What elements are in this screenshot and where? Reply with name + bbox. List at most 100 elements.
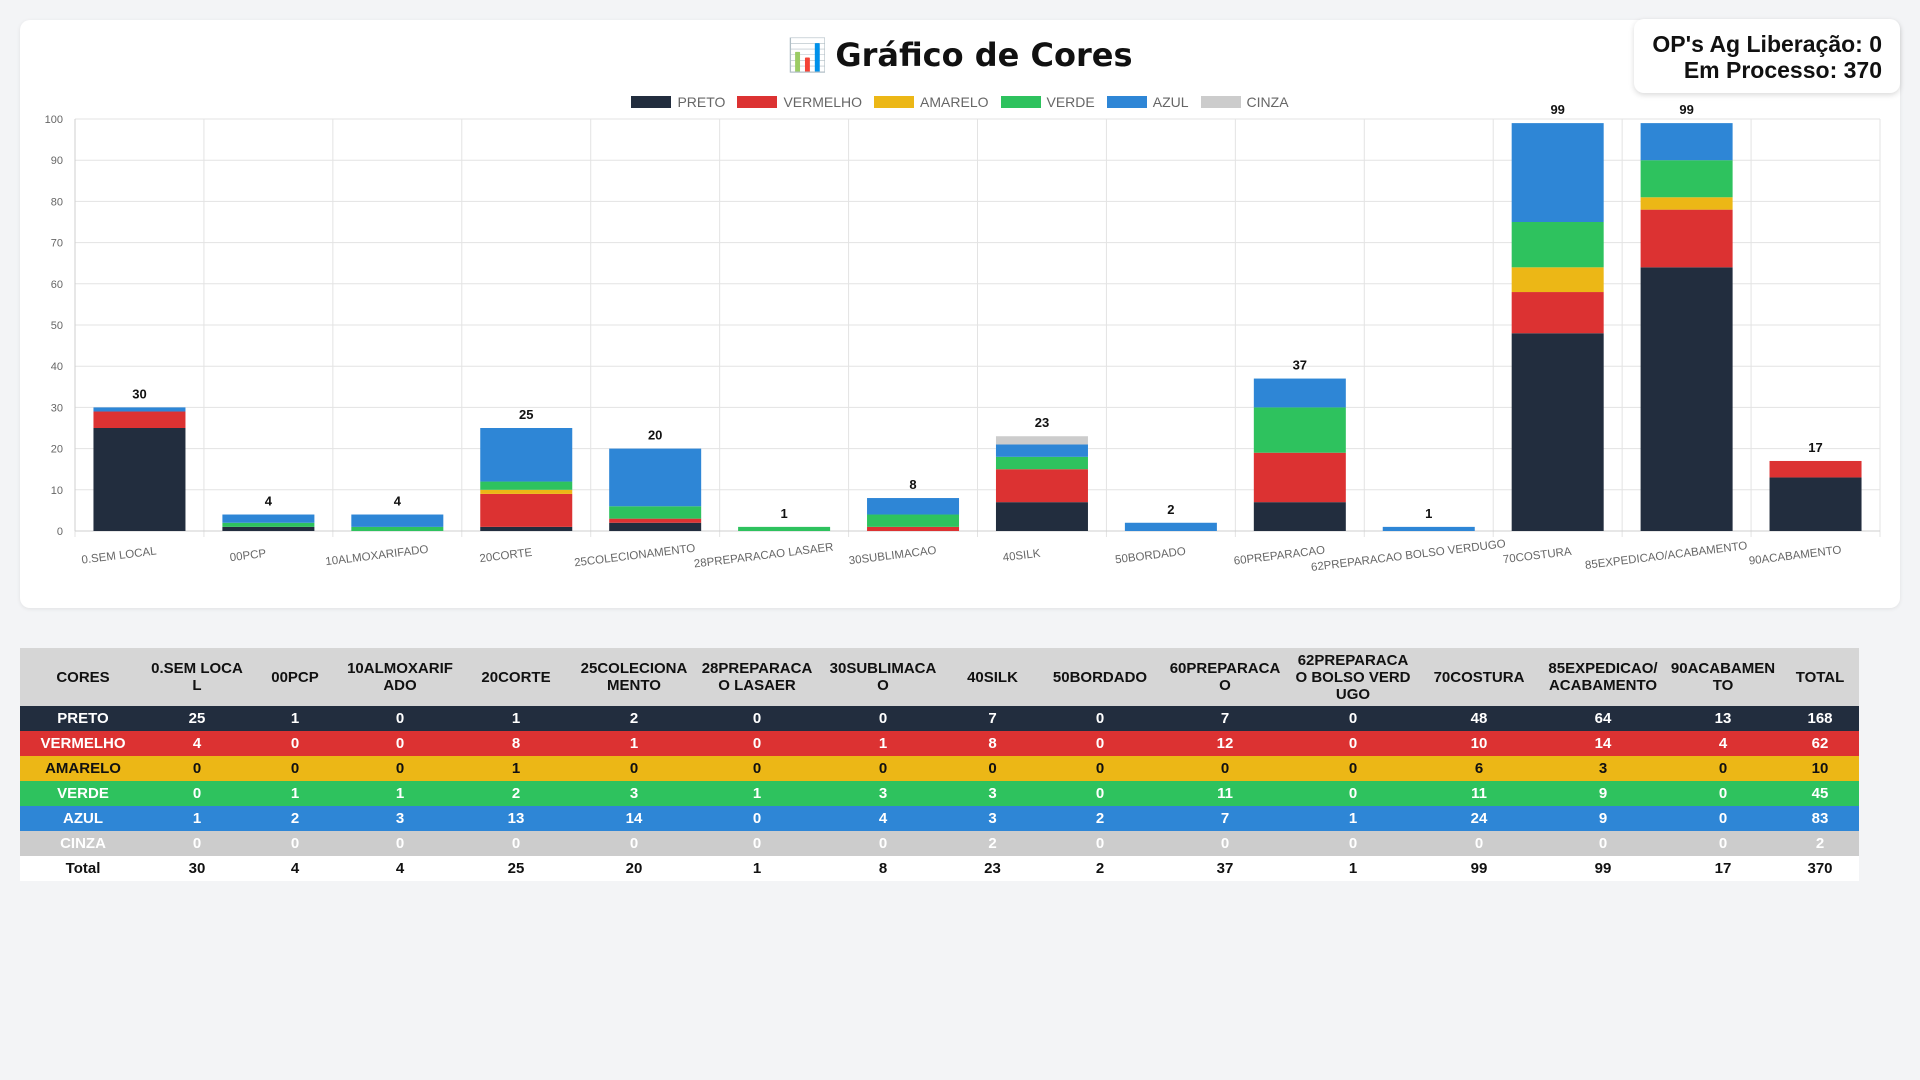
y-tick-label: 10 <box>51 485 63 497</box>
table-cell: Total <box>20 856 146 881</box>
table-cell: 10 <box>1470 735 1488 752</box>
legend-item-azul[interactable]: AZUL <box>1106 94 1189 110</box>
legend-item-preto[interactable]: PRETO <box>631 94 725 110</box>
legend-swatch <box>631 96 672 108</box>
table-cell: 0 <box>1718 760 1728 777</box>
table-cell: 9 <box>1598 785 1608 802</box>
bar-segment-vermelho <box>480 493 573 527</box>
table-header-cell: 40SILK <box>946 648 1039 706</box>
bar-segment-cinza <box>995 436 1088 445</box>
x-tick-label: 50BORDADO <box>1115 546 1187 567</box>
bar-segment-azul <box>867 498 960 515</box>
table-cell: 1 <box>290 785 300 802</box>
legend-swatch <box>1200 96 1241 108</box>
table-row-verde: VERDE 0 1 1 2 3 1 3 3 0 11 0 11 9 0 45 <box>20 781 1859 806</box>
bar-segment-vermelho <box>995 469 1088 503</box>
table-cell: 25 <box>188 710 206 727</box>
table-cell: 30 <box>146 856 248 881</box>
table-row-total: Total 30 4 4 25 20 1 8 23 2 37 1 99 99 17 370 <box>20 856 1859 881</box>
table-header-cell: 00PCP <box>248 648 342 706</box>
table-cell: 0 <box>1348 735 1358 752</box>
bar-segment-verde <box>1511 222 1604 268</box>
bar-segment-verde <box>609 506 702 519</box>
bar-segment-verde <box>867 514 960 527</box>
table-cell: 0 <box>1348 710 1358 727</box>
bar-segment-azul <box>93 407 186 412</box>
legend-label: CINZA <box>1246 94 1289 110</box>
y-tick-label: 90 <box>51 155 63 167</box>
x-tick-label: 85EXPEDICAO/ACABAMENTO <box>1584 540 1748 572</box>
table-cell: 8 <box>820 856 946 881</box>
bar-segment-vermelho <box>93 411 186 428</box>
bar-segment-verde <box>738 526 831 531</box>
legend-item-vermelho[interactable]: VERMELHO <box>737 94 862 110</box>
legend-label: PRETO <box>677 94 726 110</box>
table-cell: 48 <box>1470 710 1488 727</box>
table-cell: 0 <box>878 835 888 852</box>
table-cell: 0 <box>1095 710 1105 727</box>
table-cell: 0 <box>752 810 762 827</box>
table-cell: 10 <box>1811 760 1829 777</box>
chart-title-text: Gráfico de Cores <box>835 36 1133 74</box>
chart-legend: PRETO VERMELHO AMARELO VERDE AZUL CINZA <box>20 94 1900 110</box>
legend-swatch <box>737 96 778 108</box>
bar-segment-vermelho <box>1769 460 1862 478</box>
x-tick-label: 00PCP <box>229 548 267 564</box>
y-tick-label: 100 <box>45 114 63 126</box>
bar-total-label: 4 <box>265 494 273 509</box>
y-tick-label: 30 <box>51 402 63 414</box>
bar-segment-preto <box>1511 333 1604 531</box>
table-cell: 3 <box>1598 760 1608 777</box>
table-cell: 3 <box>395 810 405 827</box>
table-cell: 0 <box>1718 810 1728 827</box>
table-cell: 14 <box>625 810 643 827</box>
table-cell: 2 <box>629 710 639 727</box>
table-header-cell: 50BORDADO <box>1039 648 1161 706</box>
y-tick-label: 60 <box>51 279 63 291</box>
table-row-preto: PRETO 25 1 0 1 2 0 0 7 0 7 0 48 64 13 168 <box>20 706 1859 731</box>
table-cell: 0 <box>395 735 405 752</box>
table-header-cell: 20CORTE <box>458 648 574 706</box>
bar-segment-azul <box>1511 123 1604 222</box>
chart-card: 📊 Gráfico de Cores PRETO VERMELHO AMARELO VE… <box>20 20 1900 608</box>
legend-item-amarelo[interactable]: AMARELO <box>874 94 989 110</box>
table-cell: 13 <box>507 810 525 827</box>
bar-segment-vermelho <box>609 518 702 523</box>
x-tick-label: 62PREPARACAO BOLSO VERDUGO <box>1310 538 1506 574</box>
table-cell: 0 <box>1348 760 1358 777</box>
table-cell: 0 <box>395 710 405 727</box>
table-cell: 4 <box>1718 735 1728 752</box>
table-header-cell: 10ALMOXARIFADO <box>342 648 458 706</box>
bar-total-label: 37 <box>1293 358 1307 373</box>
legend-label: VERMELHO <box>783 94 863 110</box>
table-cell: 2 <box>1039 856 1161 881</box>
bar-segment-verde <box>1640 160 1733 198</box>
legend-item-cinza[interactable]: CINZA <box>1200 94 1289 110</box>
table-cell: 2 <box>988 835 997 852</box>
table-cell: 25 <box>458 856 574 881</box>
table-cell: 0 <box>1220 835 1230 852</box>
bar-segment-azul <box>222 514 315 523</box>
table-cell: 1 <box>192 810 202 827</box>
op-ag-liberacao-text: OP's Ag Liberação: 0 <box>1652 31 1882 57</box>
legend-item-verde[interactable]: VERDE <box>1000 94 1095 110</box>
bar-segment-amarelo <box>1640 197 1733 210</box>
table-cell: VERMELHO <box>40 735 126 752</box>
x-tick-label: 25COLECIONAMENTO <box>574 543 696 570</box>
table-cell: 0 <box>290 835 300 852</box>
table-cell: 0 <box>290 760 300 777</box>
legend-swatch <box>874 96 915 108</box>
table-cell: 2 <box>290 810 300 827</box>
table-cell: 0 <box>1220 760 1230 777</box>
legend-label: VERDE <box>1046 94 1095 110</box>
bar-segment-verde <box>995 456 1088 470</box>
table-cell: 2 <box>511 785 521 802</box>
table-cell: 0 <box>1718 785 1728 802</box>
table-cell: 0 <box>192 760 202 777</box>
table-cell: 8 <box>511 735 521 752</box>
y-tick-label: 50 <box>51 320 63 332</box>
table-cell: 99 <box>1541 856 1665 881</box>
bar-segment-vermelho <box>1511 292 1604 334</box>
table-row-cinza: CINZA 0 0 0 0 0 0 0 2 0 0 0 0 0 0 2 <box>20 831 1859 856</box>
table-cell: AMARELO <box>45 760 121 777</box>
